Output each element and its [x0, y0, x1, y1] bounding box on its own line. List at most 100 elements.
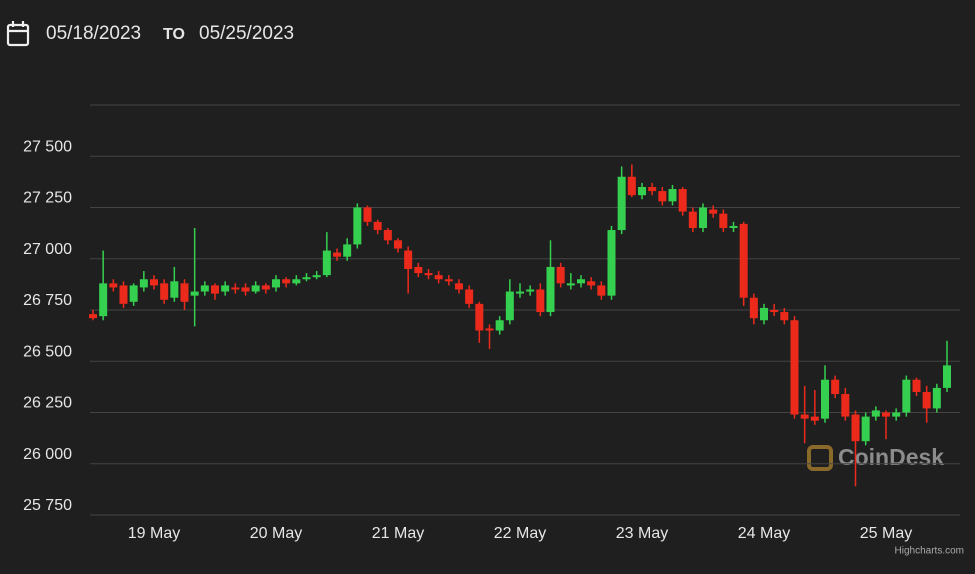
candle-body	[821, 379, 829, 419]
candle-body	[302, 277, 311, 280]
candle-body	[485, 328, 494, 331]
candle-body	[383, 230, 392, 241]
x-tick-label: 20 May	[250, 525, 302, 542]
candle-body	[170, 281, 179, 298]
candle-body	[688, 211, 697, 228]
candle-body	[129, 285, 138, 302]
candle-body	[505, 291, 514, 321]
candle-body	[871, 410, 880, 417]
candle-body	[373, 221, 382, 231]
candle-body	[526, 289, 535, 292]
candle-body	[444, 279, 453, 282]
candle-body	[89, 314, 97, 319]
candle-body	[119, 285, 128, 304]
candle-body	[841, 394, 850, 417]
x-tick-label: 24 May	[738, 525, 790, 542]
candle-body	[932, 387, 941, 409]
candle-body	[943, 365, 951, 388]
candle-body	[668, 189, 677, 202]
candle-body	[312, 275, 321, 278]
candle-body	[261, 285, 270, 290]
candle-body	[282, 279, 291, 284]
candle-body	[780, 312, 789, 321]
candle-body	[587, 281, 596, 286]
candle-body	[729, 225, 738, 228]
candle-body	[831, 379, 840, 395]
candle-body	[627, 176, 636, 196]
candle-body	[139, 279, 148, 288]
x-tick-label: 22 May	[494, 525, 546, 542]
candle-body	[922, 392, 931, 409]
watermark-text: CoinDesk	[838, 444, 944, 470]
candle-body	[322, 250, 331, 276]
candle-body	[556, 266, 565, 284]
y-tick-label: 26 750	[23, 292, 72, 309]
candle-body	[272, 279, 280, 288]
y-tick-label: 27 000	[23, 241, 72, 258]
y-tick-label: 26 250	[23, 395, 72, 412]
candle-body	[699, 207, 707, 228]
candle-body	[343, 244, 352, 257]
candle-body	[678, 189, 687, 212]
candle-body	[638, 187, 646, 196]
candle-body	[597, 285, 606, 296]
candle-body	[790, 320, 799, 415]
candle-body	[465, 289, 474, 304]
candle-body	[892, 412, 901, 417]
candle-body	[434, 275, 443, 280]
candle-body	[566, 283, 575, 286]
candle-body	[200, 285, 209, 292]
candle-body	[495, 320, 504, 331]
candle-body	[719, 213, 728, 228]
y-tick-label: 27 500	[23, 138, 72, 155]
candle-body	[709, 209, 718, 214]
candle-body	[851, 414, 860, 442]
watermark: CoinDesk	[807, 444, 944, 471]
candle-body	[150, 279, 158, 286]
candle-body	[394, 240, 402, 249]
candle-body	[404, 250, 413, 269]
candle-body	[882, 412, 890, 417]
candle-body	[912, 379, 921, 392]
y-tick-label: 26 000	[23, 446, 72, 463]
candle-body	[180, 283, 189, 302]
y-tick-label: 27 250	[23, 190, 72, 207]
calendar-icon	[6, 21, 30, 47]
x-tick-label: 19 May	[128, 525, 180, 542]
date-to: 05/25/2023	[199, 23, 294, 44]
candle-body	[770, 310, 779, 313]
candle-body	[251, 285, 260, 292]
candle-body	[536, 289, 545, 313]
candle-body	[160, 283, 169, 300]
x-tick-label: 25 May	[860, 525, 912, 542]
candle-body	[333, 252, 341, 257]
date-from: 05/18/2023	[46, 23, 141, 44]
candle-body	[516, 291, 524, 294]
candle-body	[221, 285, 230, 292]
candle-body	[760, 307, 768, 321]
candle-body	[902, 379, 911, 413]
candle-body	[190, 291, 199, 296]
credit: Highcharts.com	[895, 546, 964, 557]
candle-body	[861, 416, 870, 442]
y-tick-label: 26 500	[23, 343, 72, 360]
candle-body	[109, 283, 118, 288]
candle-body	[607, 230, 616, 296]
candle-body	[648, 187, 657, 192]
candle-body	[800, 414, 809, 419]
candle-body	[363, 207, 372, 222]
candle-body	[617, 176, 626, 231]
candle-body	[749, 297, 758, 319]
candle-body	[475, 303, 484, 331]
y-tick-label: 25 750	[23, 497, 72, 514]
candle-body	[577, 279, 585, 284]
candle-body	[353, 207, 362, 245]
candle-body	[211, 285, 219, 294]
candle-body	[424, 273, 433, 276]
candle-body	[546, 266, 555, 313]
x-tick-label: 23 May	[616, 525, 668, 542]
candle-body	[739, 223, 748, 298]
candle-body	[231, 287, 240, 290]
candle-body	[414, 266, 423, 274]
